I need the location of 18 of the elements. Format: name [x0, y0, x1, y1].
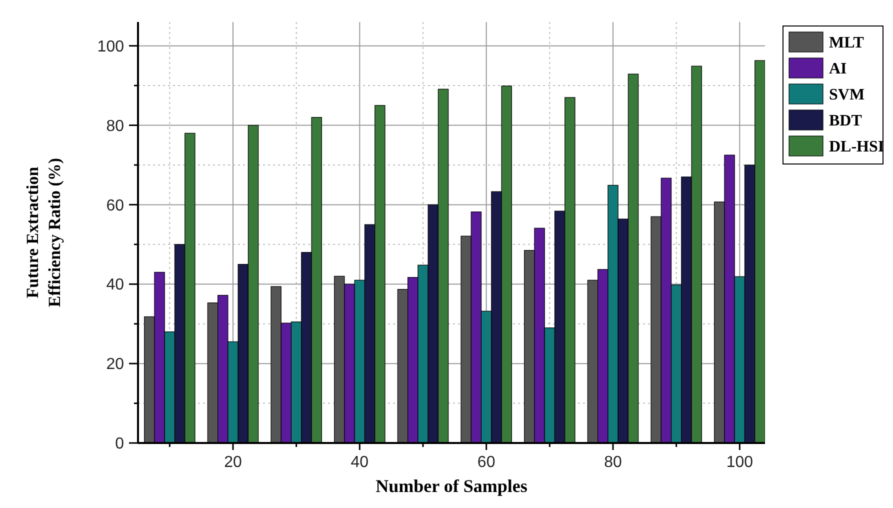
legend-label: SVM	[829, 86, 865, 104]
legend-label: AI	[829, 60, 847, 78]
legend-label: BDT	[829, 112, 862, 130]
x-axis-title: Number of Samples	[376, 476, 528, 496]
y-tick-label: 60	[106, 197, 124, 214]
y-tick-label: 0	[115, 436, 124, 453]
legend-label: DL-HSI	[829, 138, 884, 156]
x-tick-label: 20	[224, 454, 242, 471]
y-axis-title: Future Extraction Efficiency Ratio (%)	[23, 158, 64, 308]
legend-label: MLT	[829, 34, 864, 52]
x-tick-label: 40	[350, 454, 369, 471]
x-tick-label: 60	[477, 454, 496, 471]
x-tick-label: 80	[604, 454, 622, 471]
x-tick-label: 100	[726, 454, 754, 471]
y-tick-label: 40	[106, 276, 124, 294]
y-tick-label: 20	[106, 356, 124, 374]
y-tick-label: 80	[106, 118, 124, 135]
y-tick-label: 100	[97, 38, 124, 56]
